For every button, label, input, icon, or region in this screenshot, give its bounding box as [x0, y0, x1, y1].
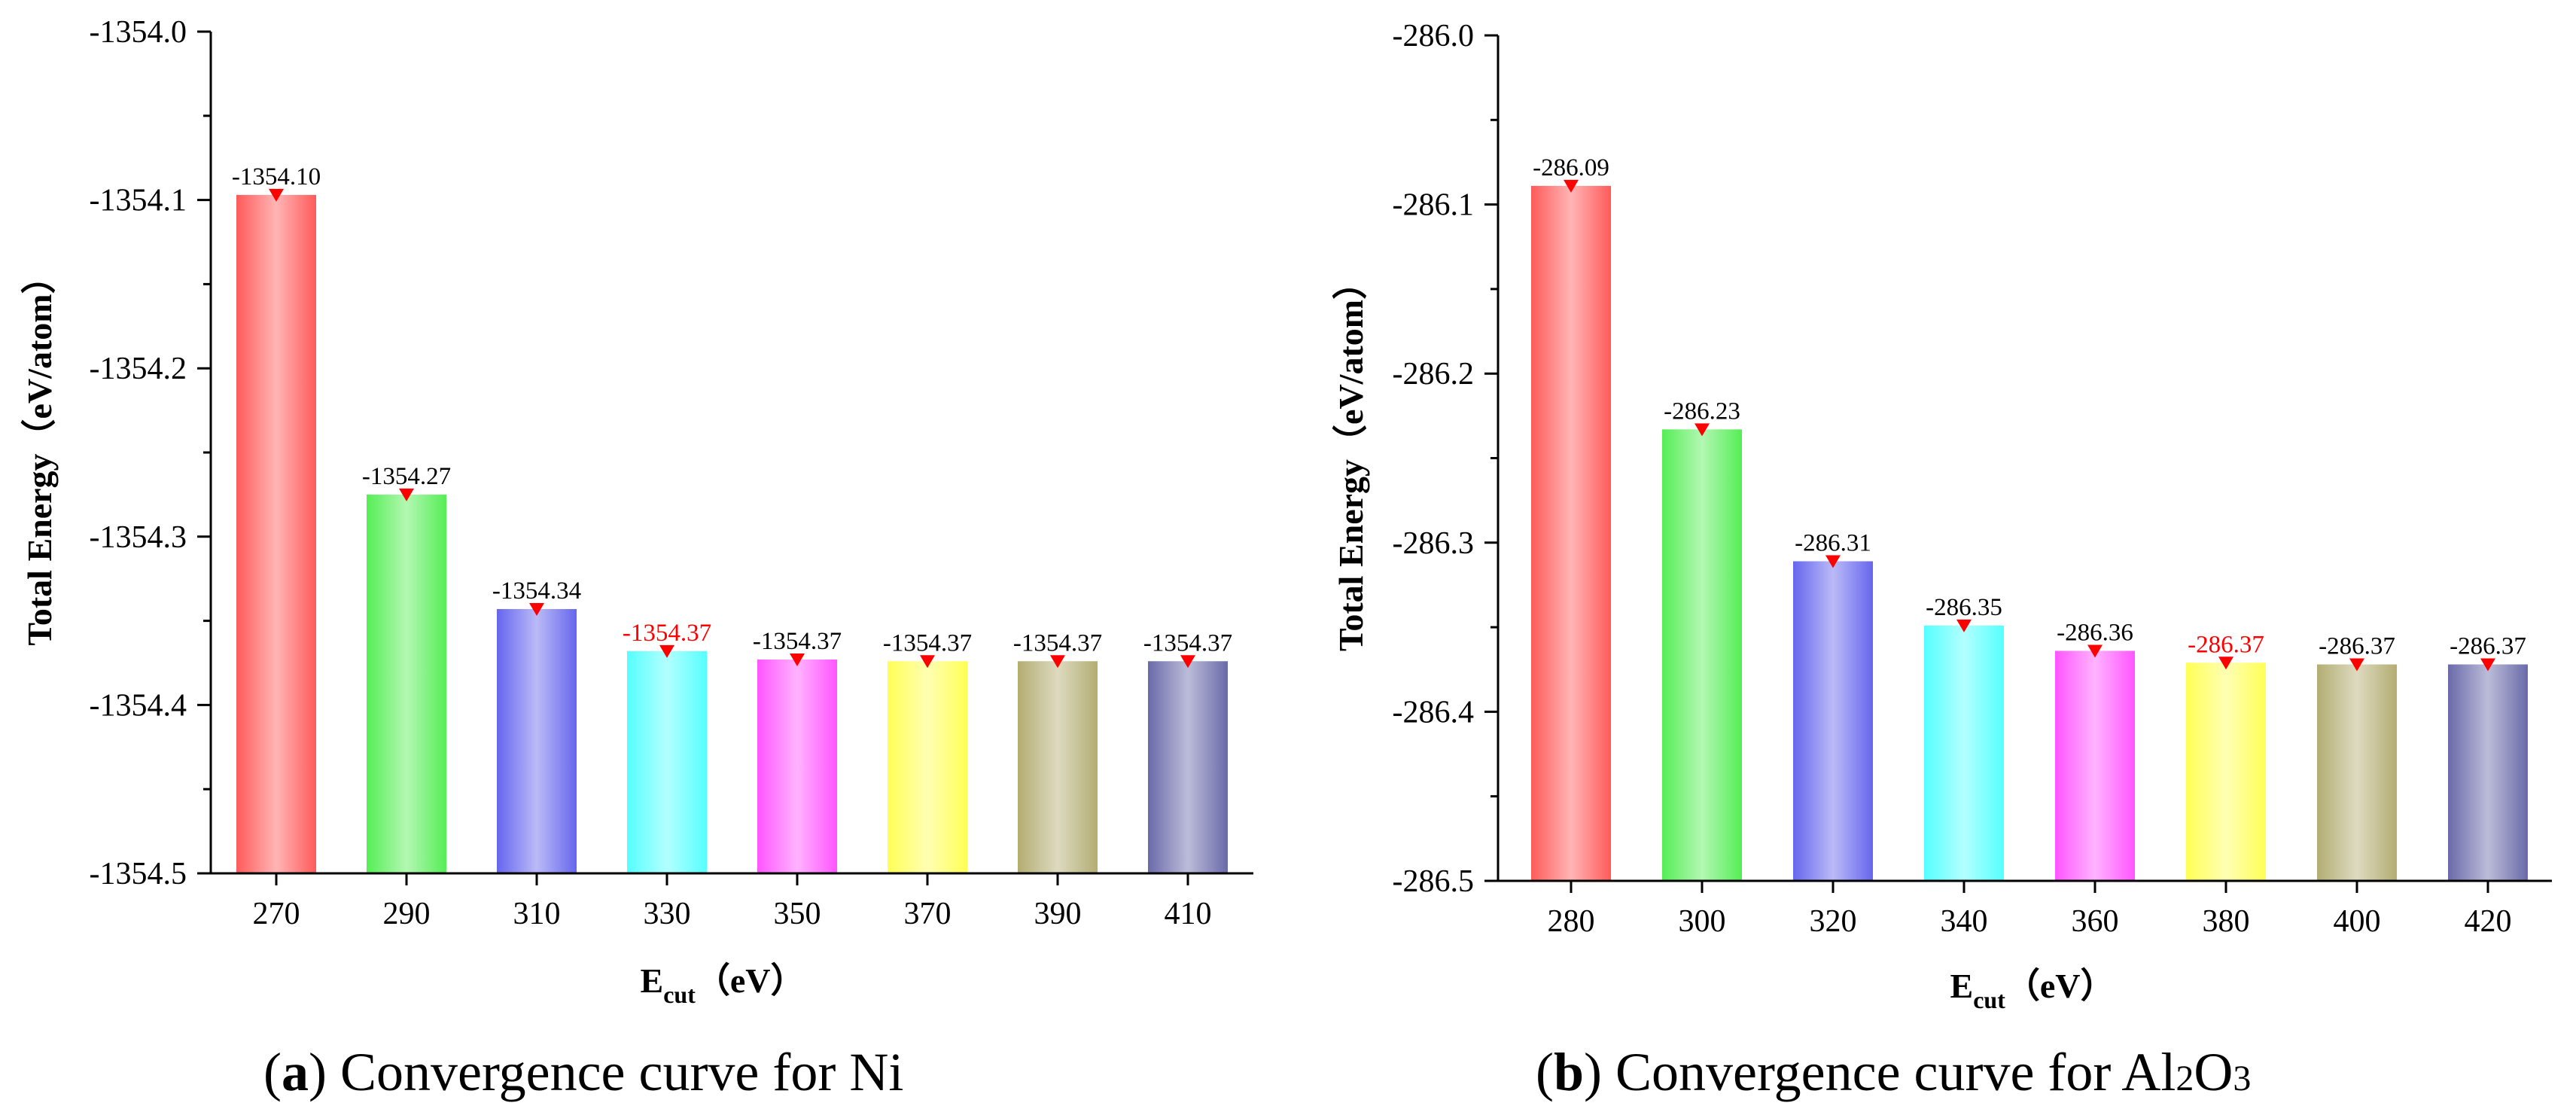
x-tick-label: 340 [1941, 904, 1988, 939]
x-tick-label: 280 [1548, 904, 1595, 939]
x-tick-label: 360 [2072, 904, 2119, 939]
x-tick-label: 270 [253, 897, 300, 931]
x-tick-label: 390 [1034, 897, 1082, 931]
x-axis-title: Ecut（eV） [1950, 967, 2115, 1013]
value-marker [1050, 655, 1065, 669]
data-label: -1354.37 [623, 620, 711, 647]
bar-290 [367, 494, 446, 873]
value-marker [1180, 655, 1195, 669]
data-label: -1354.27 [362, 463, 451, 490]
bar-310 [497, 608, 577, 873]
y-tick-label: -286.5 [1393, 864, 1475, 899]
data-label: -286.35 [1926, 594, 2002, 621]
value-marker [1825, 555, 1841, 568]
x-tick-label: 420 [2465, 904, 2512, 939]
bar-280 [1531, 185, 1611, 882]
value-marker [399, 488, 414, 501]
y-tick-label: -1354.3 [90, 520, 187, 555]
value-marker [2218, 657, 2233, 670]
y-axis-title: Total Energy（eV/atom） [1332, 265, 1370, 651]
bar-300 [1662, 429, 1742, 881]
bar-410 [1148, 661, 1228, 873]
data-label: -286.37 [2319, 633, 2395, 660]
panel-al2o3: -286.0 -286.1 -286.2 -286.3 -286.4 -286.5 280 3… [1332, 19, 2552, 1102]
x-tick-label: 320 [1810, 904, 1857, 939]
data-label: -1354.37 [753, 628, 842, 655]
y-tick-label: -1354.1 [90, 184, 187, 218]
data-label: -1354.34 [492, 577, 581, 605]
x-tick-label: 370 [904, 897, 952, 931]
value-marker [269, 188, 284, 202]
bar-350 [757, 660, 837, 873]
y-tick-label: -1354.0 [90, 15, 187, 50]
x-tick-label: 380 [2203, 904, 2250, 939]
y-tick-label: -1354.4 [90, 688, 187, 723]
y-tick-label: -1354.2 [90, 352, 187, 386]
value-marker [2480, 658, 2495, 672]
y-tick-label: -286.4 [1393, 695, 1475, 730]
bar-390 [1018, 661, 1098, 873]
x-axis-title: Ecut（eV） [641, 961, 805, 1008]
bar-420 [2448, 664, 2528, 881]
bar-380 [2186, 663, 2266, 881]
value-marker [790, 653, 805, 667]
data-label: -286.37 [2188, 631, 2264, 658]
data-label: -286.31 [1795, 530, 1871, 557]
y-axis-title: Total Energy（eV/atom） [20, 259, 59, 645]
bar-340 [1924, 625, 2004, 881]
x-tick-label: 310 [513, 897, 561, 931]
data-label: -286.37 [2450, 633, 2526, 660]
value-marker [2349, 658, 2364, 672]
bar-270 [236, 194, 316, 874]
panel-caption: (a) Convergence curve for Ni [263, 1042, 903, 1102]
data-label: -1354.10 [232, 163, 321, 190]
bar-330 [627, 650, 707, 873]
data-label: -1354.37 [883, 629, 972, 657]
value-marker [920, 655, 935, 669]
value-marker [2087, 644, 2103, 658]
panel-caption: (b) Convergence curve for Al2O3 [1536, 1042, 2251, 1102]
data-label: -286.09 [1533, 154, 1609, 181]
value-marker [659, 644, 674, 658]
value-marker [1694, 423, 1710, 437]
y-tick-label: -286.2 [1393, 357, 1475, 391]
x-tick-label: 300 [1679, 904, 1726, 939]
value-marker [529, 602, 544, 616]
bar-320 [1793, 561, 1873, 881]
data-label: -1354.37 [1013, 629, 1102, 657]
data-label: -286.36 [2057, 620, 2133, 647]
x-tick-label: 410 [1165, 897, 1212, 931]
x-tick-label: 350 [774, 897, 821, 931]
x-tick-label: 330 [644, 897, 691, 931]
y-tick-label: -286.0 [1393, 19, 1475, 53]
data-label: -1354.37 [1143, 629, 1232, 657]
data-label: -286.23 [1664, 398, 1740, 425]
x-tick-label: 400 [2334, 904, 2381, 939]
bar-370 [888, 661, 967, 873]
bar-360 [2055, 650, 2135, 881]
bar-400 [2317, 664, 2397, 881]
y-tick-label: -286.1 [1393, 188, 1475, 223]
value-marker [1956, 619, 1972, 632]
panel-ni: -1354.0 -1354.1 -1354.2 -1354.3 -1354.4 -1354… [20, 15, 1253, 1102]
x-tick-label: 290 [383, 897, 431, 931]
value-marker [1564, 179, 1579, 193]
y-tick-label: -1354.5 [90, 857, 187, 891]
y-tick-label: -286.3 [1393, 526, 1475, 561]
